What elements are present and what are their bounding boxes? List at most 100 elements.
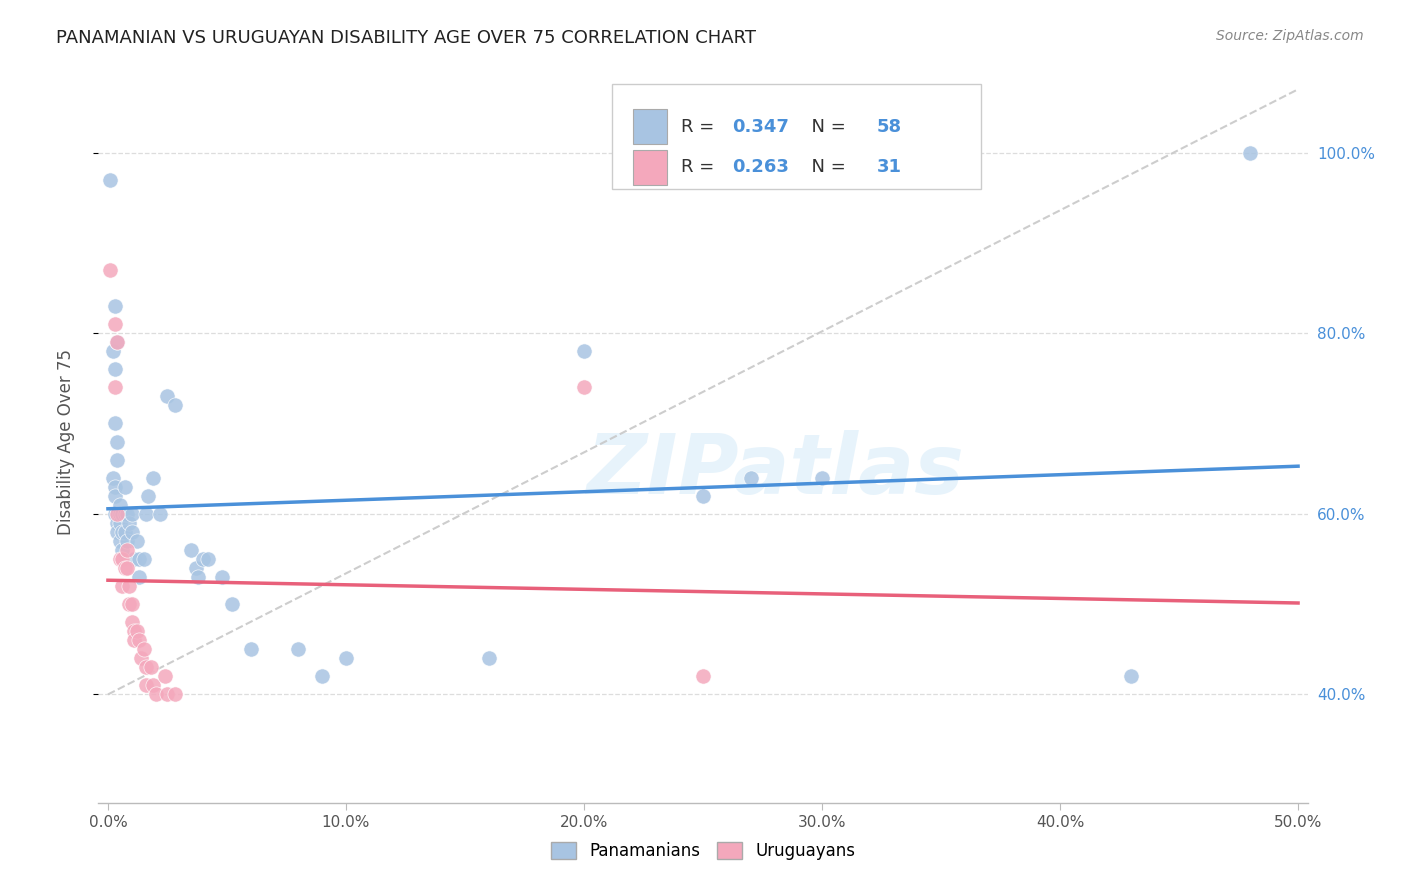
Point [107, 335, 129, 350]
Point [142, 678, 165, 692]
Point [118, 579, 141, 593]
Point [129, 651, 152, 665]
Text: 58: 58 [877, 118, 903, 136]
Point [1121, 669, 1143, 683]
Text: Source: ZipAtlas.com: Source: ZipAtlas.com [1216, 29, 1364, 43]
Point [111, 579, 134, 593]
Point [149, 507, 172, 521]
Point [107, 434, 129, 449]
Point [98, 263, 121, 277]
Point [104, 489, 127, 503]
Text: 31: 31 [877, 159, 903, 177]
Point [287, 642, 309, 657]
Point [128, 570, 150, 584]
Point [115, 561, 138, 575]
Text: ZIPatlas: ZIPatlas [586, 430, 965, 511]
Point [239, 642, 262, 657]
Point [156, 687, 179, 701]
Point [104, 507, 127, 521]
Point [142, 471, 165, 485]
Point [121, 615, 143, 630]
Point [107, 524, 129, 539]
Point [211, 570, 233, 584]
Point [107, 452, 129, 467]
Point [104, 480, 127, 494]
FancyBboxPatch shape [613, 84, 981, 189]
Text: R =: R = [682, 159, 720, 177]
Point [692, 669, 714, 683]
Point [108, 533, 131, 548]
Point [111, 507, 134, 521]
Point [125, 533, 148, 548]
Point [121, 507, 143, 521]
Point [1239, 145, 1261, 160]
Point [163, 687, 186, 701]
Point [135, 507, 157, 521]
Point [153, 669, 176, 683]
Bar [633, 109, 666, 144]
Point [135, 678, 157, 692]
Point [138, 489, 160, 503]
Point [118, 516, 141, 530]
Point [128, 633, 150, 648]
Point [122, 633, 145, 648]
Point [107, 335, 129, 350]
Point [108, 516, 131, 530]
Point [135, 660, 157, 674]
Point [122, 552, 145, 566]
Y-axis label: Disability Age Over 75: Disability Age Over 75 [56, 349, 75, 534]
Point [740, 471, 762, 485]
Bar [633, 150, 666, 185]
Point [111, 552, 134, 566]
Point [335, 651, 357, 665]
Point [572, 344, 595, 359]
Point [187, 570, 209, 584]
Text: N =: N = [800, 159, 851, 177]
Point [115, 542, 138, 557]
Point [104, 317, 127, 331]
Point [114, 524, 136, 539]
Point [121, 524, 143, 539]
Point [107, 507, 129, 521]
Point [111, 524, 134, 539]
Point [125, 624, 148, 639]
Text: 0.347: 0.347 [733, 118, 789, 136]
Point [115, 533, 138, 548]
Text: 0.263: 0.263 [733, 159, 789, 177]
Point [163, 398, 186, 412]
Point [478, 651, 501, 665]
Point [221, 597, 243, 611]
Point [114, 561, 136, 575]
Point [114, 480, 136, 494]
Legend: Panamanians, Uruguayans: Panamanians, Uruguayans [544, 835, 862, 867]
Point [114, 507, 136, 521]
Point [104, 299, 127, 313]
Point [572, 380, 595, 394]
Point [132, 642, 155, 657]
Point [156, 389, 179, 403]
Point [98, 172, 121, 186]
Point [128, 552, 150, 566]
Text: N =: N = [800, 118, 851, 136]
Point [122, 624, 145, 639]
Point [139, 660, 162, 674]
Point [132, 552, 155, 566]
Point [101, 471, 124, 485]
Point [145, 687, 167, 701]
Point [108, 552, 131, 566]
Point [115, 507, 138, 521]
Point [104, 417, 127, 431]
Text: R =: R = [682, 118, 720, 136]
Point [104, 362, 127, 376]
Point [111, 542, 134, 557]
Point [311, 669, 333, 683]
Text: PANAMANIAN VS URUGUAYAN DISABILITY AGE OVER 75 CORRELATION CHART: PANAMANIAN VS URUGUAYAN DISABILITY AGE O… [56, 29, 756, 46]
Point [197, 552, 219, 566]
Point [811, 471, 834, 485]
Point [184, 561, 207, 575]
Point [180, 542, 202, 557]
Point [692, 489, 714, 503]
Point [118, 597, 141, 611]
Point [121, 597, 143, 611]
Point [108, 498, 131, 512]
